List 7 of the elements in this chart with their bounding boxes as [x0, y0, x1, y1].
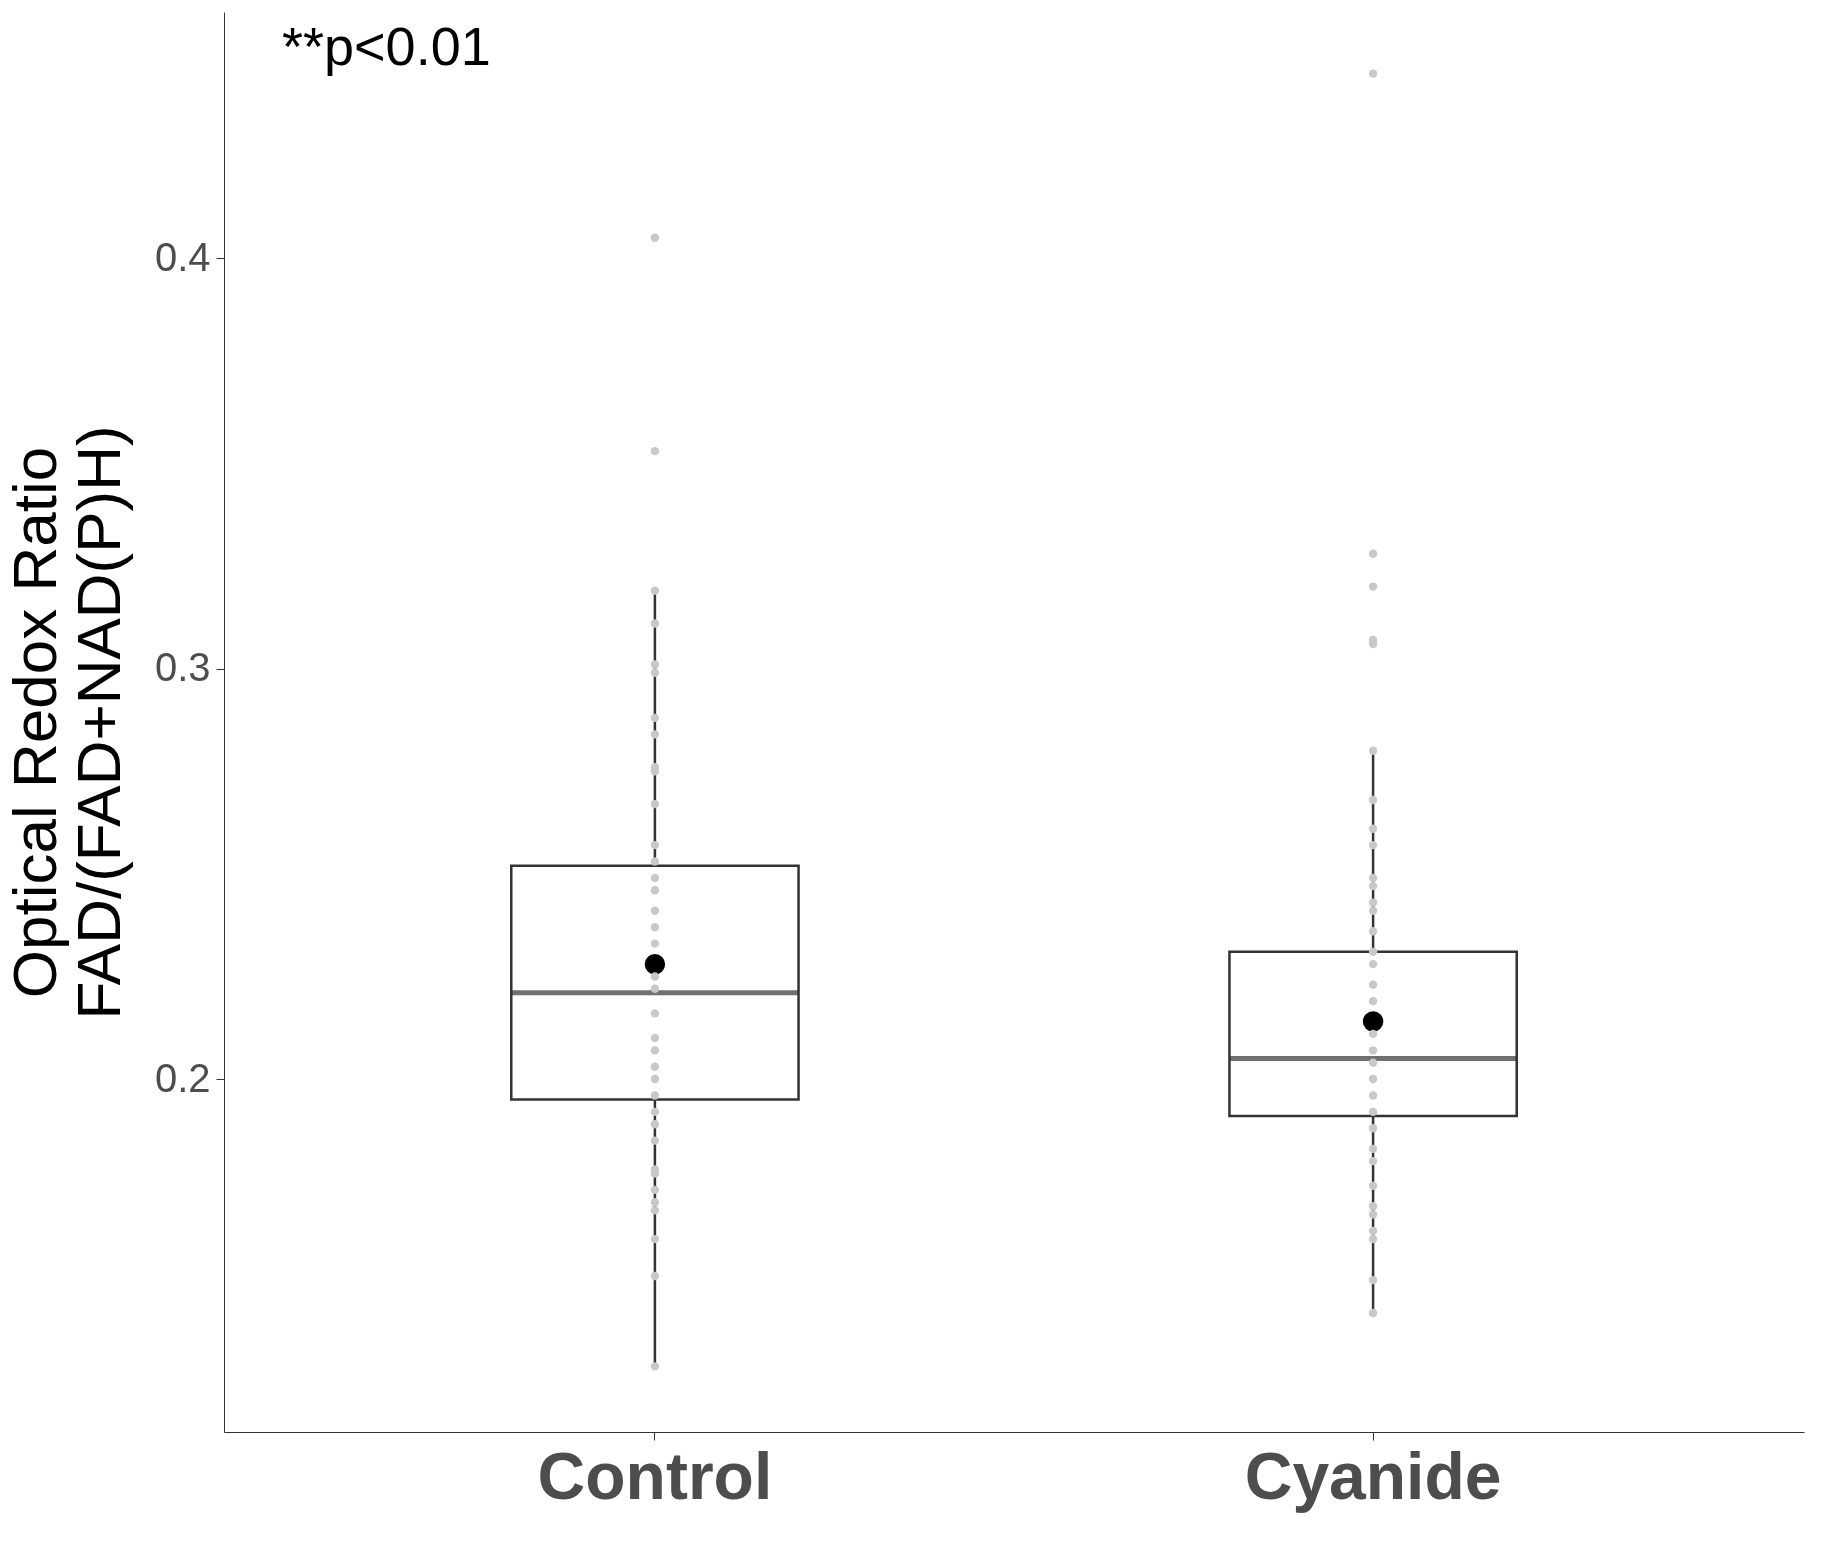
y-tick-label: 0.3 — [154, 645, 211, 690]
y-tick-label: 0.4 — [154, 234, 211, 279]
y-axis-title: Optical Redox Ratio FAD/(FAD+NAD(P)H) — [0, 425, 133, 1020]
x-tick-label: Control — [537, 1438, 773, 1513]
y-tick-label: 0.2 — [154, 1055, 211, 1100]
x-tick-label: Cyanide — [1244, 1438, 1502, 1513]
annotation: **p<0.01 — [282, 16, 491, 76]
